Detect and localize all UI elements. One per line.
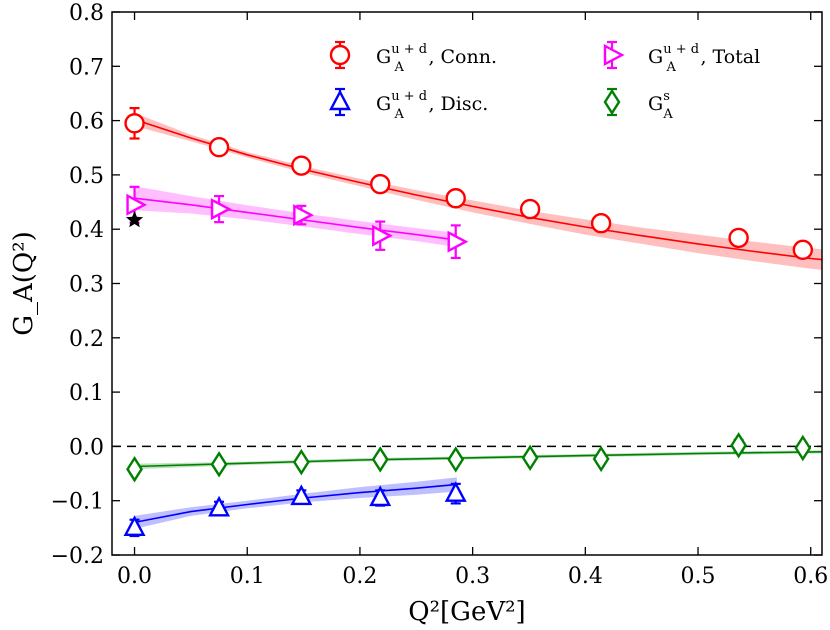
data-point-total xyxy=(447,224,469,260)
marker-diamond xyxy=(126,455,143,483)
y-tick-label: 0.6 xyxy=(69,110,104,135)
data-point-strange xyxy=(292,448,310,476)
data-point-disc. xyxy=(444,481,467,505)
data-point-conn. xyxy=(590,213,612,234)
marker-circle xyxy=(445,188,466,209)
y-tick-label: 0.1 xyxy=(69,381,104,406)
y-tick-label: 0.7 xyxy=(69,55,104,80)
marker-triangle-right xyxy=(210,198,232,221)
marker-circle xyxy=(519,198,541,220)
x-tick-label: 0.5 xyxy=(681,564,716,589)
marker-diamond xyxy=(592,445,610,473)
marker-circle xyxy=(124,113,145,134)
data-point-conn. xyxy=(519,198,541,220)
data-points xyxy=(123,107,814,538)
data-point-conn. xyxy=(792,239,814,261)
data-point-conn. xyxy=(445,188,466,209)
y-tick-label: 0.2 xyxy=(69,327,104,352)
marker-triangle-up xyxy=(208,495,231,517)
y-tick-label: 0.0 xyxy=(69,435,104,460)
marker-circle xyxy=(590,213,612,234)
data-point-strange xyxy=(447,446,465,473)
y-axis-label: G_A(Q²) xyxy=(9,231,39,336)
legend-marker-circle xyxy=(329,44,351,66)
data-point-strange xyxy=(592,445,610,473)
x-tick-label: 0.1 xyxy=(230,564,265,589)
physical-point-star xyxy=(126,211,144,228)
marker-triangle-up xyxy=(444,481,467,502)
marker-triangle-right xyxy=(372,224,393,247)
fit-line-strange xyxy=(134,451,823,468)
data-point-conn. xyxy=(370,173,391,195)
x-axis-label: Q²[GeV²] xyxy=(408,597,525,627)
marker-triangle-right xyxy=(447,230,469,253)
data-point-strange xyxy=(210,451,228,478)
data-point-disc. xyxy=(290,484,313,506)
fit-line-conn. xyxy=(134,118,823,261)
data-point-strange xyxy=(126,455,143,483)
data-point-total xyxy=(372,220,393,251)
data-point-total xyxy=(210,194,232,224)
marker-circle xyxy=(208,137,230,158)
marker-diamond xyxy=(210,451,228,478)
marker-circle xyxy=(728,227,749,249)
data-point-disc. xyxy=(369,485,392,507)
legend-marker-diamond xyxy=(603,88,621,116)
data-point-disc. xyxy=(208,495,231,517)
data-point-conn. xyxy=(124,107,145,140)
x-tick-label: 0.0 xyxy=(117,564,152,589)
marker-diamond xyxy=(794,434,812,462)
data-point-conn. xyxy=(208,137,230,158)
marker-circle xyxy=(792,239,814,261)
marker-triangle-up xyxy=(123,515,146,537)
marker-triangle-right xyxy=(126,193,148,216)
marker-triangle-up xyxy=(369,485,392,507)
legend-label: Gs A xyxy=(648,89,673,122)
data-point-strange xyxy=(730,432,748,459)
x-tick-label: 0.4 xyxy=(568,564,603,589)
marker-triangle-right xyxy=(293,204,314,227)
marker-circle xyxy=(291,155,312,176)
y-tick-label: 0.3 xyxy=(69,273,104,298)
y-tick-label: −0.1 xyxy=(51,490,104,515)
data-point-conn. xyxy=(291,155,312,176)
marker-diamond xyxy=(371,446,389,473)
fit-band-conn. xyxy=(134,113,822,270)
marker-diamond xyxy=(730,432,748,459)
data-point-strange xyxy=(371,446,389,473)
y-tick-label: 0.4 xyxy=(69,218,104,243)
marker-circle xyxy=(370,173,391,195)
legend-marker-triangle-up xyxy=(329,89,351,111)
data-point-strange xyxy=(794,434,812,462)
legend-marker-triangle-right xyxy=(603,44,625,66)
x-tick-label: 0.6 xyxy=(793,564,828,589)
data-point-disc. xyxy=(123,515,146,538)
y-tick-label: −0.2 xyxy=(51,544,104,569)
marker-diamond xyxy=(521,444,539,472)
data-point-strange xyxy=(521,444,539,472)
axes: 0.0 0.1 0.2 0.3 0.4 0.5 0.6 −0.2 −0.1 0.0 0.1 0.2 0.… xyxy=(51,1,829,589)
data-point-total xyxy=(293,204,314,227)
data-point-conn. xyxy=(728,227,749,249)
x-tick-label: 0.2 xyxy=(342,564,377,589)
x-tick-label: 0.3 xyxy=(455,564,490,589)
marker-diamond xyxy=(292,448,310,476)
y-tick-label: 0.5 xyxy=(69,164,104,189)
marker-triangle-up xyxy=(290,484,313,506)
marker-diamond xyxy=(447,446,465,473)
legend-entry-strange: Gs A xyxy=(603,87,673,122)
y-tick-label: 0.8 xyxy=(69,1,104,26)
